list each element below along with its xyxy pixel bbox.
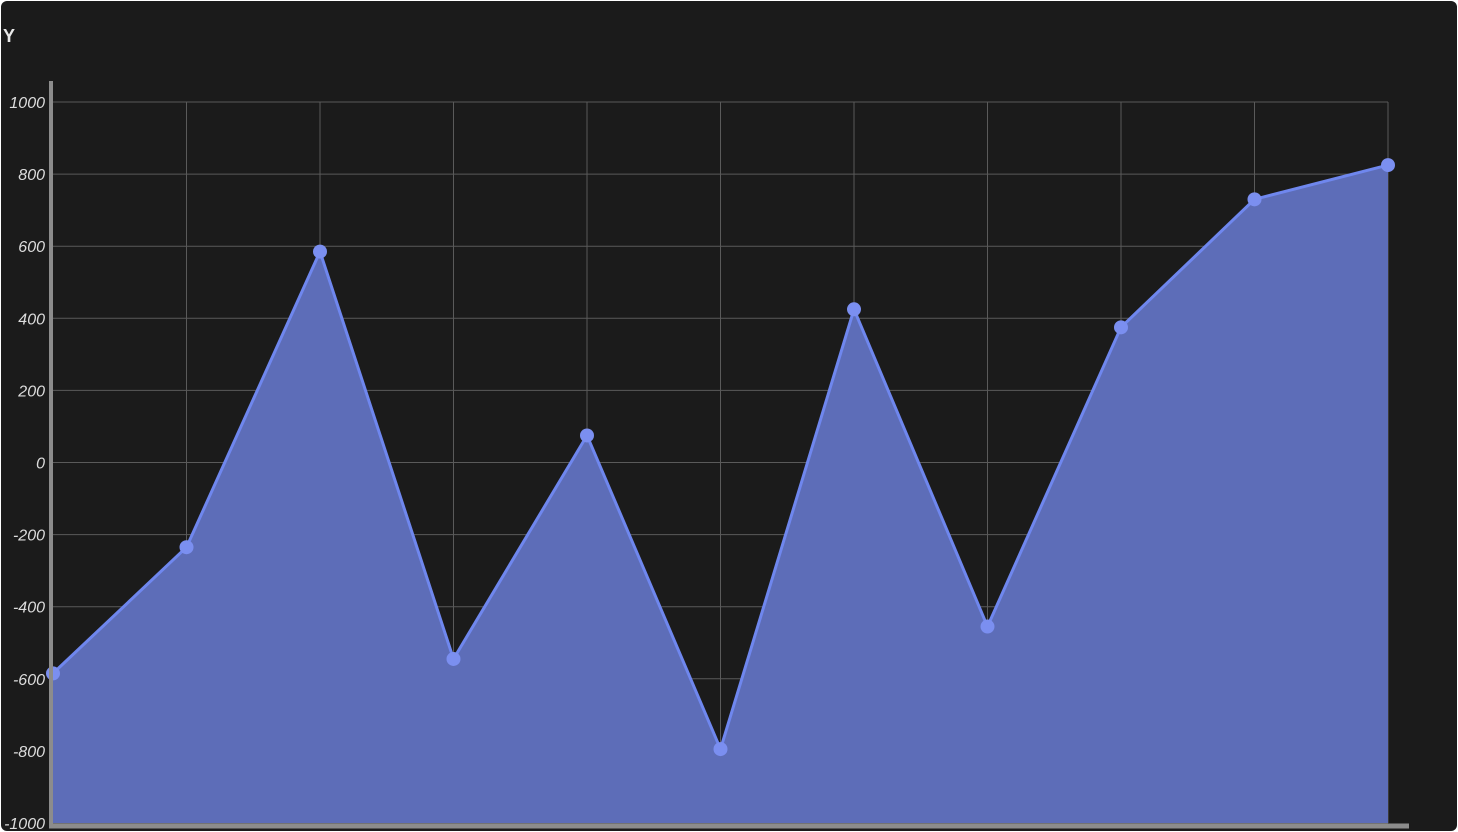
data-point bbox=[980, 619, 995, 634]
y-tick-label: 600 bbox=[18, 239, 45, 256]
area-fill bbox=[53, 165, 1388, 823]
y-tick-label: -400 bbox=[13, 600, 45, 617]
y-tick-label: 400 bbox=[18, 311, 45, 328]
data-point bbox=[179, 540, 194, 555]
y-tick-label: 200 bbox=[17, 383, 45, 400]
y-tick-label: 800 bbox=[18, 167, 45, 184]
y-tick-label: -800 bbox=[13, 744, 45, 761]
y-tick-label: -600 bbox=[13, 672, 45, 689]
data-point bbox=[713, 742, 728, 757]
y-tick-label: -1000 bbox=[4, 816, 45, 831]
y-tick-label: 0 bbox=[36, 456, 45, 473]
y-tick-label: -200 bbox=[13, 528, 45, 545]
data-point bbox=[1381, 158, 1395, 173]
y-axis-title: Y bbox=[3, 26, 15, 46]
data-point bbox=[580, 428, 594, 443]
data-point bbox=[847, 302, 861, 317]
data-point bbox=[446, 651, 461, 666]
data-point bbox=[1114, 320, 1128, 335]
y-tick-label: 1000 bbox=[9, 95, 45, 112]
data-point bbox=[313, 244, 327, 259]
data-point bbox=[1247, 192, 1262, 207]
y-tick-labels: 1000 800 600 400 200 0 -200 -400 -600 -800 -1000 bbox=[4, 95, 45, 831]
axes bbox=[49, 81, 1409, 829]
